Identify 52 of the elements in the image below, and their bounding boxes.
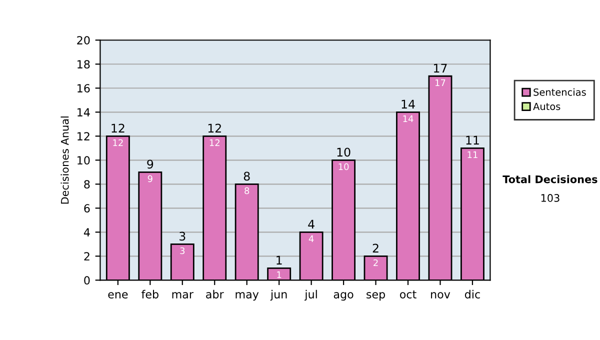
y-tick-label: 16 bbox=[78, 84, 90, 93]
y-tick-label: 10 bbox=[78, 156, 90, 165]
x-tick-label: sep bbox=[366, 292, 386, 301]
y-tick-label: 0 bbox=[84, 276, 90, 285]
total-label: 14 bbox=[402, 100, 415, 108]
total-label: 10 bbox=[337, 148, 350, 157]
data-label: 12 bbox=[210, 139, 220, 146]
y-tick-label: 2 bbox=[84, 252, 90, 260]
y-tick-label: 8 bbox=[84, 180, 90, 189]
total-label: 12 bbox=[112, 124, 124, 132]
y-axis-title: Decisiones Anual bbox=[60, 116, 69, 204]
data-label: 1 bbox=[277, 271, 282, 278]
x-tick-label: nov bbox=[431, 292, 450, 298]
data-label: 14 bbox=[403, 115, 414, 122]
x-tick-label: dic bbox=[464, 290, 480, 298]
total-label: 4 bbox=[308, 220, 314, 228]
y-tick-label: 20 bbox=[77, 36, 90, 44]
total-label: 3 bbox=[180, 232, 186, 241]
data-label: 2 bbox=[374, 259, 378, 266]
total-label: 8 bbox=[244, 172, 250, 181]
total-label: 17 bbox=[434, 64, 447, 72]
total-label: 1 bbox=[276, 256, 282, 265]
y-tick-label: 6 bbox=[84, 204, 90, 213]
data-label: 11 bbox=[468, 151, 478, 158]
data-label: 8 bbox=[244, 187, 250, 194]
y-tick-label: 12 bbox=[78, 132, 90, 140]
legend-label: Sentencias bbox=[534, 88, 586, 96]
y-tick-label: 14 bbox=[78, 108, 90, 116]
legend-label: Autos bbox=[533, 102, 560, 110]
data-label: 17 bbox=[435, 79, 446, 86]
text: Total Decisiones bbox=[502, 175, 598, 184]
total-label: 12 bbox=[208, 124, 221, 132]
data-label: 3 bbox=[180, 247, 185, 254]
total-label: 11 bbox=[466, 136, 479, 144]
x-tick-label: abr bbox=[206, 290, 224, 298]
x-tick-label: mar bbox=[172, 292, 194, 298]
x-tick-label: jul bbox=[304, 290, 317, 301]
data-label: 4 bbox=[308, 235, 314, 242]
x-tick-label: oct bbox=[400, 290, 416, 298]
y-tick-label: 4 bbox=[84, 228, 90, 236]
y-tick-label: 18 bbox=[78, 60, 90, 69]
x-tick-label: jun bbox=[270, 290, 287, 301]
x-tick-label: ene bbox=[108, 292, 128, 298]
total-label: 9 bbox=[147, 160, 154, 169]
data-label: 12 bbox=[113, 139, 123, 146]
data-label: 9 bbox=[148, 175, 152, 182]
x-tick-label: ago bbox=[334, 292, 354, 301]
x-tick-label: may bbox=[236, 292, 259, 301]
x-tick-label: feb bbox=[142, 290, 158, 298]
text: 103 bbox=[541, 194, 560, 202]
total-label: 2 bbox=[372, 244, 378, 252]
data-label: 10 bbox=[338, 163, 349, 170]
